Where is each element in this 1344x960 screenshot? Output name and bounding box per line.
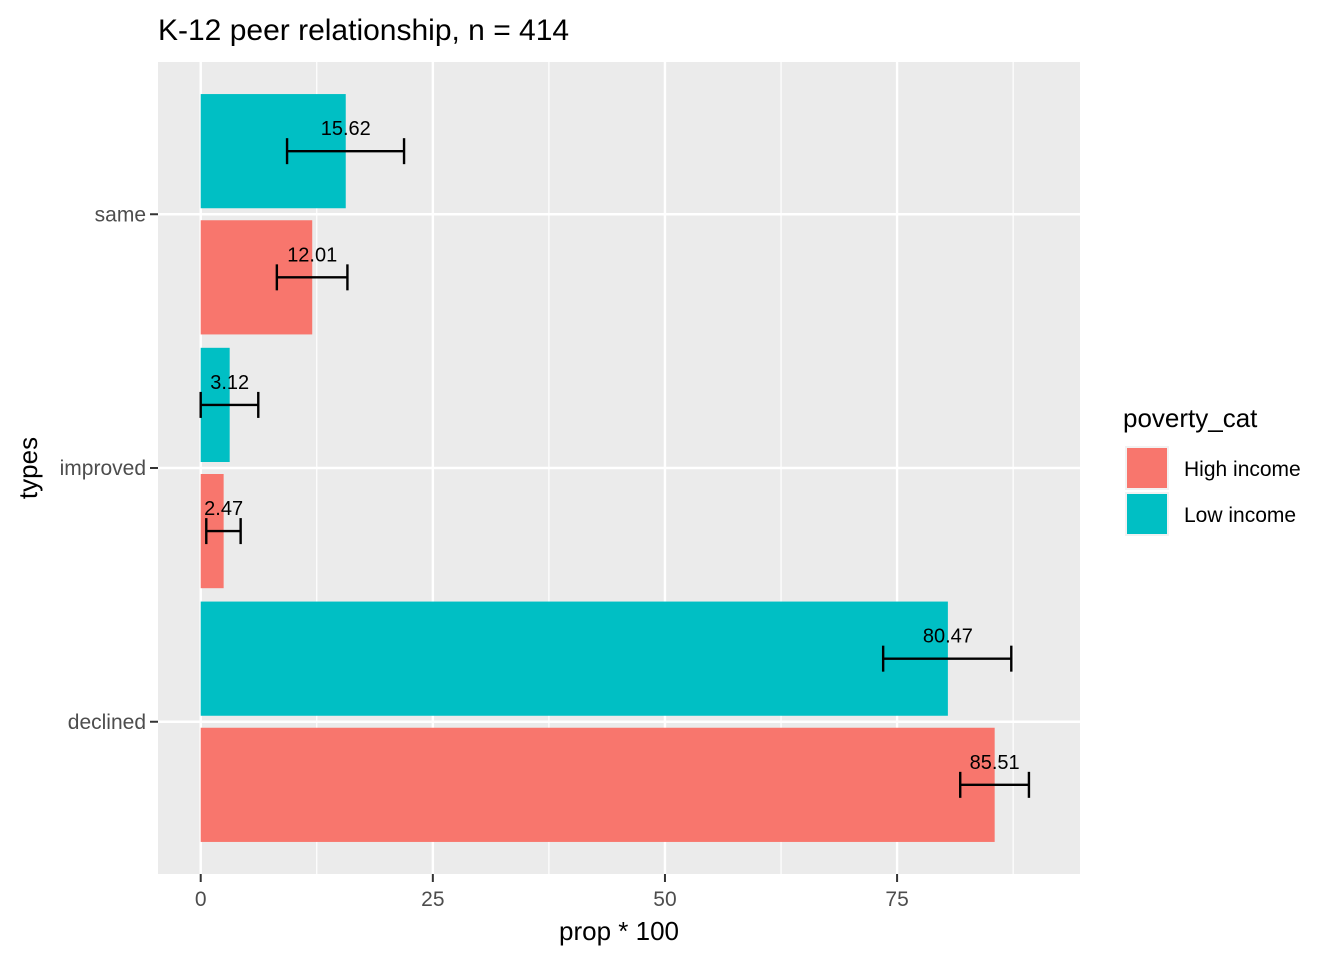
legend-label: High income: [1184, 458, 1301, 481]
y-tick-label: improved: [60, 457, 146, 480]
chart-title: K-12 peer relationship, n = 414: [158, 14, 569, 47]
x-axis-title: prop * 100: [559, 916, 679, 946]
x-axis: 0 25 50 75: [195, 874, 909, 911]
data-label: 3.12: [210, 372, 249, 394]
legend-label: Low income: [1184, 504, 1296, 527]
x-tick-label: 75: [885, 888, 908, 911]
bar-high-income-declined: [200, 727, 995, 842]
legend-title: poverty_cat: [1123, 403, 1258, 433]
x-tick-label: 50: [653, 888, 676, 911]
x-tick-label: 0: [195, 888, 207, 911]
y-tick-label: same: [95, 203, 146, 226]
data-label: 15.62: [321, 118, 371, 140]
bars-group: [200, 94, 995, 842]
legend-swatch: [1127, 494, 1167, 534]
y-tick-label: declined: [68, 711, 146, 734]
data-labels-group: 85.51 2.47 12.01 80.47 3.12 15.62: [204, 118, 1020, 774]
legend-swatch: [1127, 448, 1167, 488]
data-label: 2.47: [204, 498, 243, 520]
x-tick-label: 25: [421, 888, 444, 911]
data-label: 80.47: [923, 626, 973, 648]
bar-low-income-declined: [200, 601, 948, 716]
data-label: 85.51: [970, 752, 1020, 774]
legend: poverty_cat High income Low income: [1123, 403, 1301, 536]
data-label: 12.01: [287, 244, 337, 266]
error-bars-group: [199, 138, 1031, 798]
y-axis-title: types: [13, 437, 43, 499]
y-axis: declined improved same: [60, 203, 158, 734]
